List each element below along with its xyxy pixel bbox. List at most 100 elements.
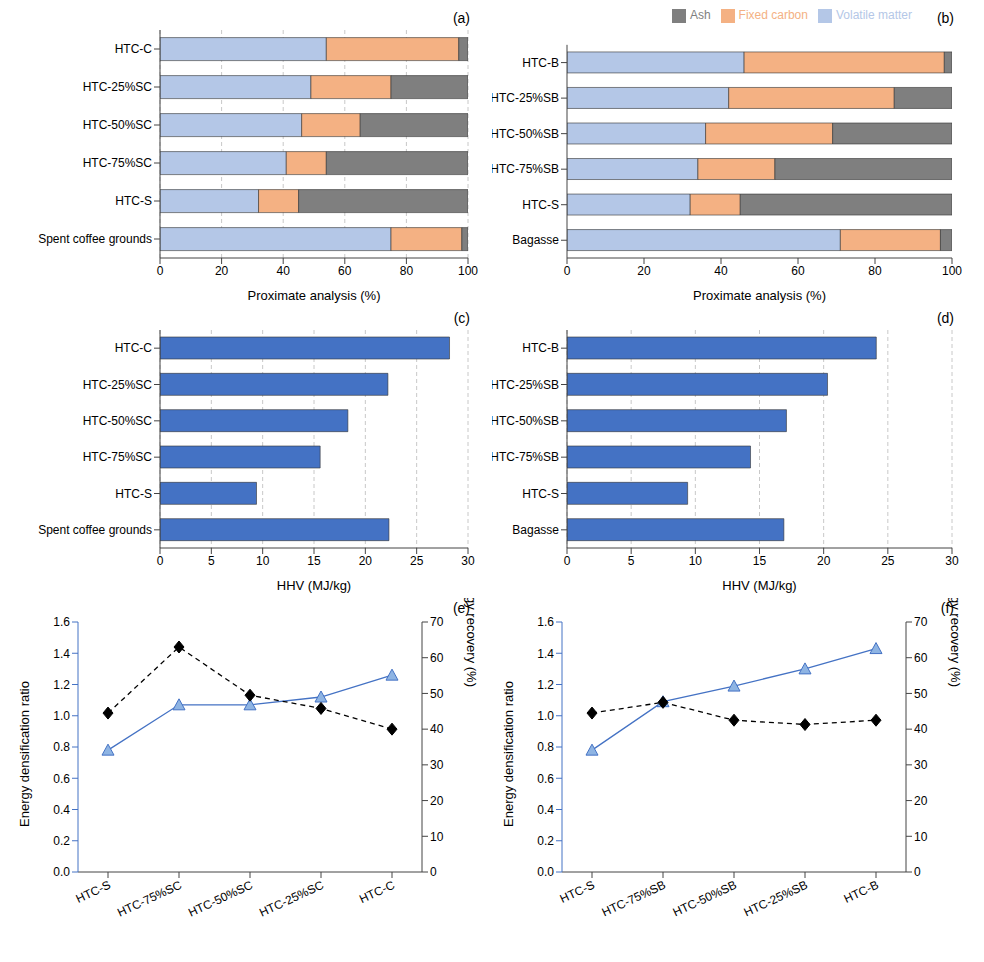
svg-text:HTC-S: HTC-S [558,878,597,906]
svg-text:60: 60 [791,264,805,278]
svg-text:Energy recovery (%): Energy recovery (%) [464,598,479,687]
svg-text:0: 0 [157,264,164,278]
svg-text:HTC-75%SC: HTC-75%SC [115,878,184,920]
svg-text:HTC-25%SC: HTC-25%SC [257,878,326,920]
svg-text:1.2: 1.2 [53,678,70,692]
svg-text:10: 10 [689,554,703,568]
svg-text:30: 30 [945,554,959,568]
svg-text:100: 100 [942,264,962,278]
svg-text:HTC-50%SC: HTC-50%SC [186,878,255,920]
svg-text:70: 70 [430,615,444,629]
svg-text:40: 40 [430,722,444,736]
svg-text:10: 10 [256,554,270,568]
svg-text:0.8: 0.8 [537,740,554,754]
svg-text:HTC-S: HTC-S [74,878,113,906]
svg-text:30: 30 [914,758,928,772]
svg-text:HTC-50%SB: HTC-50%SB [492,414,559,428]
svg-text:Spent coffee grounds: Spent coffee grounds [38,232,152,246]
svg-text:0.4: 0.4 [537,803,554,817]
svg-text:30: 30 [461,554,475,568]
svg-text:1.6: 1.6 [53,615,70,629]
svg-text:15: 15 [307,554,321,568]
svg-text:5: 5 [208,554,215,568]
svg-text:HTC-S: HTC-S [115,194,152,208]
svg-text:0: 0 [564,554,571,568]
svg-text:0.2: 0.2 [53,834,70,848]
svg-text:Bagasse: Bagasse [512,233,559,247]
svg-text:5: 5 [628,554,635,568]
svg-text:HTC-C: HTC-C [357,878,397,907]
svg-text:20: 20 [359,554,373,568]
svg-text:HTC-C: HTC-C [115,341,153,355]
svg-text:Energy densification ratio: Energy densification ratio [17,681,32,827]
svg-text:HTC-S: HTC-S [115,487,152,501]
svg-text:Proximate analysis (%): Proximate analysis (%) [248,288,381,303]
svg-text:0: 0 [430,865,437,879]
svg-text:1.6: 1.6 [537,615,554,629]
svg-text:20: 20 [637,264,651,278]
svg-text:0.6: 0.6 [537,772,554,786]
svg-text:HHV (MJ/kg): HHV (MJ/kg) [722,578,796,593]
svg-text:100: 100 [458,264,478,278]
svg-text:0.8: 0.8 [53,740,70,754]
svg-text:Spent coffee grounds: Spent coffee grounds [38,523,152,537]
svg-text:60: 60 [914,651,928,665]
svg-text:HTC-50%SC: HTC-50%SC [83,414,153,428]
svg-text:25: 25 [410,554,424,568]
svg-text:40: 40 [277,264,291,278]
svg-text:50: 50 [430,687,444,701]
svg-text:20: 20 [215,264,229,278]
svg-text:HTC-B: HTC-B [522,341,559,355]
svg-text:50: 50 [914,687,928,701]
svg-text:HTC-B: HTC-B [522,56,559,70]
svg-text:20: 20 [914,794,928,808]
svg-text:1.4: 1.4 [53,647,70,661]
svg-text:0.2: 0.2 [537,834,554,848]
svg-text:80: 80 [400,264,414,278]
svg-text:20: 20 [817,554,831,568]
svg-text:HTC-C: HTC-C [115,42,153,56]
svg-text:0: 0 [914,865,921,879]
svg-text:0.0: 0.0 [53,865,70,879]
svg-text:10: 10 [914,830,928,844]
svg-text:15: 15 [753,554,767,568]
svg-text:HTC-50%SC: HTC-50%SC [83,118,153,132]
svg-text:HTC-25%SB: HTC-25%SB [492,91,559,105]
svg-text:0.4: 0.4 [53,803,70,817]
svg-text:20: 20 [430,794,444,808]
svg-text:Energy densification ratio: Energy densification ratio [501,681,516,827]
svg-text:HTC-25%SB: HTC-25%SB [742,878,810,920]
svg-text:1.0: 1.0 [53,709,70,723]
svg-text:HTC-75%SB: HTC-75%SB [492,450,559,464]
svg-text:Proximate analysis (%): Proximate analysis (%) [693,288,826,303]
svg-text:1.0: 1.0 [537,709,554,723]
svg-text:HTC-S: HTC-S [522,198,559,212]
svg-text:HTC-25%SC: HTC-25%SC [83,378,153,392]
svg-text:70: 70 [914,615,928,629]
svg-text:60: 60 [338,264,352,278]
svg-text:0: 0 [564,264,571,278]
svg-text:25: 25 [881,554,895,568]
svg-text:1.4: 1.4 [537,647,554,661]
svg-text:HTC-50%SB: HTC-50%SB [671,878,739,920]
svg-text:0.6: 0.6 [53,772,70,786]
svg-text:Energy recovery (%): Energy recovery (%) [948,598,963,687]
svg-text:HTC-S: HTC-S [522,487,559,501]
svg-text:40: 40 [914,722,928,736]
svg-text:60: 60 [430,651,444,665]
svg-text:HTC-75%SB: HTC-75%SB [492,162,559,176]
svg-text:30: 30 [430,758,444,772]
svg-text:10: 10 [430,830,444,844]
svg-text:HTC-B: HTC-B [842,878,881,906]
svg-text:HTC-75%SB: HTC-75%SB [600,878,668,920]
svg-text:HTC-75%SC: HTC-75%SC [83,450,153,464]
svg-text:Bagasse: Bagasse [512,523,559,537]
svg-text:1.2: 1.2 [537,678,554,692]
svg-text:0.0: 0.0 [537,865,554,879]
svg-text:40: 40 [714,264,728,278]
svg-text:0: 0 [157,554,164,568]
svg-text:80: 80 [868,264,882,278]
svg-text:HTC-50%SB: HTC-50%SB [492,127,559,141]
svg-text:HTC-25%SB: HTC-25%SB [492,378,559,392]
svg-text:HHV (MJ/kg): HHV (MJ/kg) [277,578,351,593]
